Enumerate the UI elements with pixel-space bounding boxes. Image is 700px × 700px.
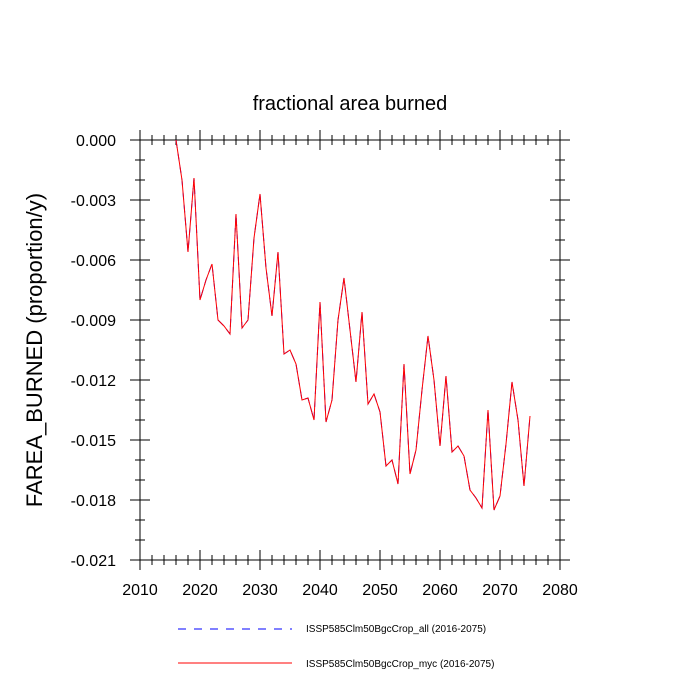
- y-tick-label: -0.006: [71, 253, 116, 270]
- x-tick-labels: 2010 2020 2030 2040 2050 2060 2070 2080: [122, 582, 578, 599]
- chart-title: fractional area burned: [253, 93, 448, 115]
- y-axis-label: FAREA_BURNED (proportion/y): [22, 193, 47, 507]
- y-tick-label: -0.018: [71, 493, 116, 510]
- x-tick-label: 2040: [302, 582, 338, 599]
- x-tick-label: 2010: [122, 582, 158, 599]
- series-line-all: [175, 139, 531, 511]
- legend: ISSP585Clm50BgcCrop_all (2016-2075) ISSP…: [178, 624, 494, 670]
- y-tick-label: -0.021: [71, 553, 116, 570]
- y-tick-label: 0.000: [76, 133, 116, 150]
- x-tick-label: 2070: [482, 582, 518, 599]
- x-tick-label: 2030: [242, 582, 278, 599]
- legend-label-all: ISSP585Clm50BgcCrop_all (2016-2075): [306, 624, 486, 635]
- x-tick-label: 2050: [362, 582, 398, 599]
- x-tick-label: 2060: [422, 582, 458, 599]
- axis-ticks: [130, 130, 570, 570]
- y-tick-labels: 0.000 -0.003 -0.006 -0.009 -0.012 -0.015 -0.01…: [71, 133, 116, 570]
- x-tick-label: 2080: [542, 582, 578, 599]
- x-tick-label: 2020: [182, 582, 218, 599]
- legend-label-myc: ISSP585Clm50BgcCrop_myc (2016-2075): [306, 659, 494, 670]
- y-tick-label: -0.012: [71, 373, 116, 390]
- y-tick-label: -0.009: [71, 313, 116, 330]
- y-tick-label: -0.003: [71, 193, 116, 210]
- series-lines: [175, 139, 531, 511]
- y-tick-label: -0.015: [71, 433, 116, 450]
- plot-frame: [139, 139, 561, 561]
- series-line-myc: [175, 139, 531, 511]
